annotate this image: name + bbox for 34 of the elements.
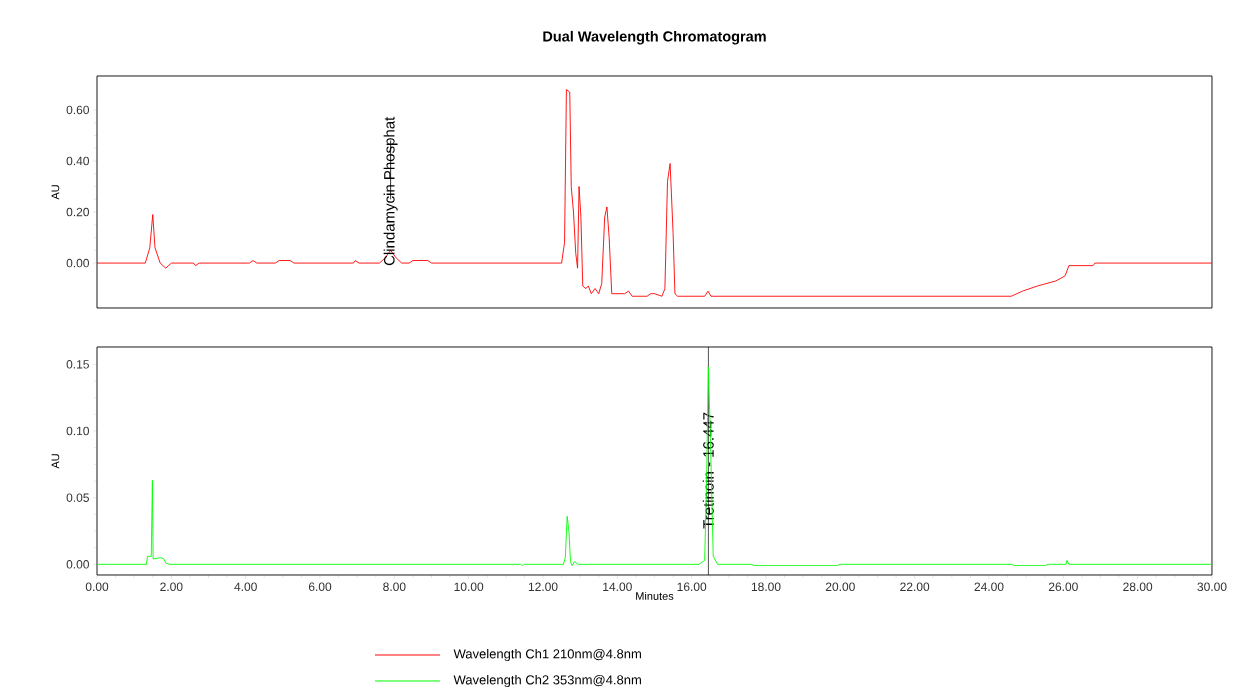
x-tick-label: 24.00 [974, 582, 1004, 592]
y-tick-label: 0.60 [66, 105, 90, 115]
x-tick-label: 20.00 [825, 582, 855, 592]
x-tick-label: 22.00 [900, 582, 930, 592]
x-tick-label: 18.00 [751, 582, 781, 592]
x-tick-label: 8.00 [383, 582, 406, 592]
y-tick-label: 0.15 [66, 360, 89, 369]
x-tick-label: 4.00 [234, 582, 257, 592]
y-tick-label: 0.20 [66, 207, 90, 217]
x-tick-label: 14.00 [603, 582, 632, 592]
x-tick-label: 28.00 [1123, 582, 1153, 592]
line-series [97, 89, 1212, 297]
y-tick-label: 0.10 [66, 426, 90, 436]
y-axis-title: AU [51, 185, 60, 200]
legend-label: Wavelength Ch2 353nm@4.8nm [453, 674, 641, 688]
y-tick-label: 0.05 [66, 493, 89, 502]
y-tick-label: 0.00 [66, 560, 90, 569]
x-tick-label: 2.00 [160, 582, 183, 592]
x-tick-label: 10.00 [454, 582, 484, 592]
x-tick-label: 12.00 [528, 582, 558, 592]
y-axis-title: AU [51, 454, 60, 469]
y-tick-label: 0.40 [66, 156, 90, 166]
x-tick-label: 0.00 [85, 582, 109, 592]
y-tick-label: 0.00 [66, 258, 90, 268]
legend-label: Wavelength Ch1 210nm@4.8nm [453, 648, 641, 662]
ref-line-label: Tretinoin - 16.447 [702, 412, 714, 529]
line-series [97, 366, 1212, 567]
annotation: Clindamycin Phosphat [383, 116, 398, 266]
x-tick-label: 30.00 [1197, 582, 1227, 592]
chart-title: Dual Wavelength Chromatogram [543, 30, 766, 45]
x-tick-label: 16.00 [677, 582, 707, 592]
x-tick-label: 26.00 [1048, 582, 1078, 592]
x-tick-label: 6.00 [308, 582, 332, 592]
x-axis-title: Minutes [636, 591, 674, 600]
